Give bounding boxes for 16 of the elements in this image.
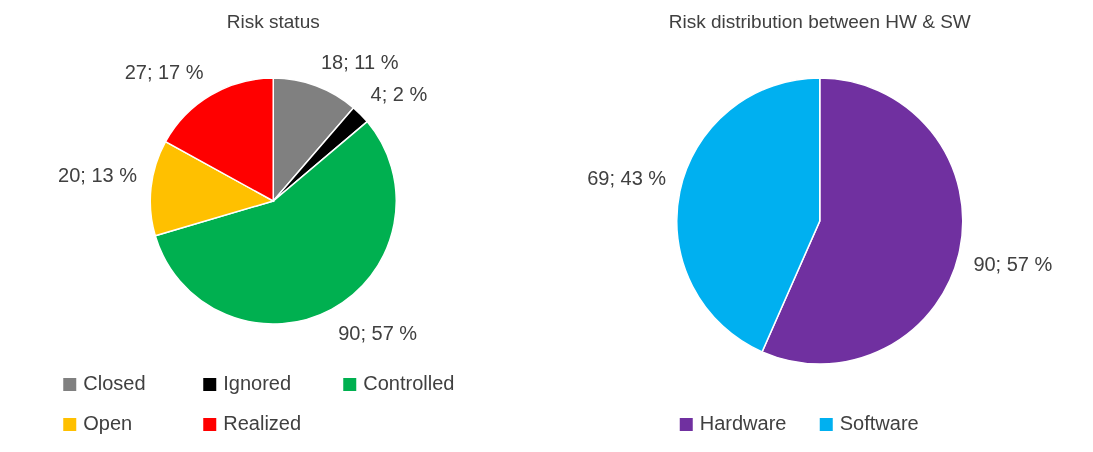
data-label: 90; 57 % [338, 321, 418, 344]
legend-label: Open [83, 412, 133, 434]
legend-label: Realized [223, 412, 302, 434]
legend-label: Hardware [699, 412, 787, 434]
legend-label: Software [839, 412, 919, 434]
data-label: 4; 2 % [370, 82, 428, 105]
chart-title: Risk status [226, 11, 320, 32]
legend-label: Controlled [363, 372, 455, 394]
chart-title: Risk distribution between HW & SW [668, 11, 971, 32]
data-label: 69; 43 % [587, 166, 667, 189]
legend-label: Closed [83, 372, 146, 394]
data-label: 20; 13 % [58, 164, 138, 187]
legend-label: Ignored [223, 372, 292, 394]
data-label: 27; 17 % [124, 61, 204, 84]
data-label: 18; 11 % [320, 50, 399, 73]
data-label: 90; 57 % [973, 253, 1053, 276]
